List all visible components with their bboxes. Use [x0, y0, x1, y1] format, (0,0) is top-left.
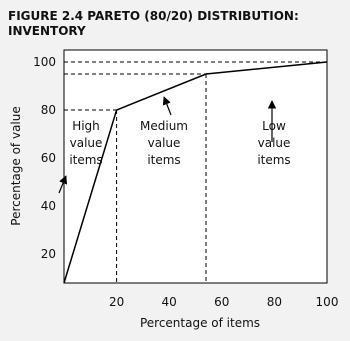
y-tick-label: 60 — [41, 151, 56, 165]
y-tick-label: 80 — [41, 103, 56, 117]
x-axis-label: Percentage of items — [140, 316, 260, 330]
y-tick-label: 20 — [41, 247, 56, 261]
x-tick-label: 20 — [109, 295, 124, 309]
plot-area — [63, 49, 328, 284]
x-tick-label: 80 — [267, 295, 282, 309]
chart-title: FIGURE 2.4 PARETO (80/20) DISTRIBUTION: … — [8, 9, 299, 39]
arrow — [58, 175, 68, 194]
arrow — [162, 96, 172, 116]
line — [63, 61, 328, 284]
annotation: High value items — [69, 119, 103, 167]
x-tick-label: 100 — [316, 295, 339, 309]
annotation: Medium value items — [140, 119, 188, 167]
y-tick-label: 40 — [41, 199, 56, 213]
title-line: FIGURE 2.4 PARETO (80/20) DISTRIBUTION: — [8, 9, 299, 23]
x-tick-label: 60 — [214, 295, 229, 309]
y-tick-label: 100 — [33, 55, 56, 69]
title-line: INVENTORY — [8, 24, 86, 38]
x-tick-label: 40 — [162, 295, 177, 309]
y-axis-label: Percentage of value — [9, 106, 23, 225]
annotation: Low value items — [257, 119, 291, 167]
